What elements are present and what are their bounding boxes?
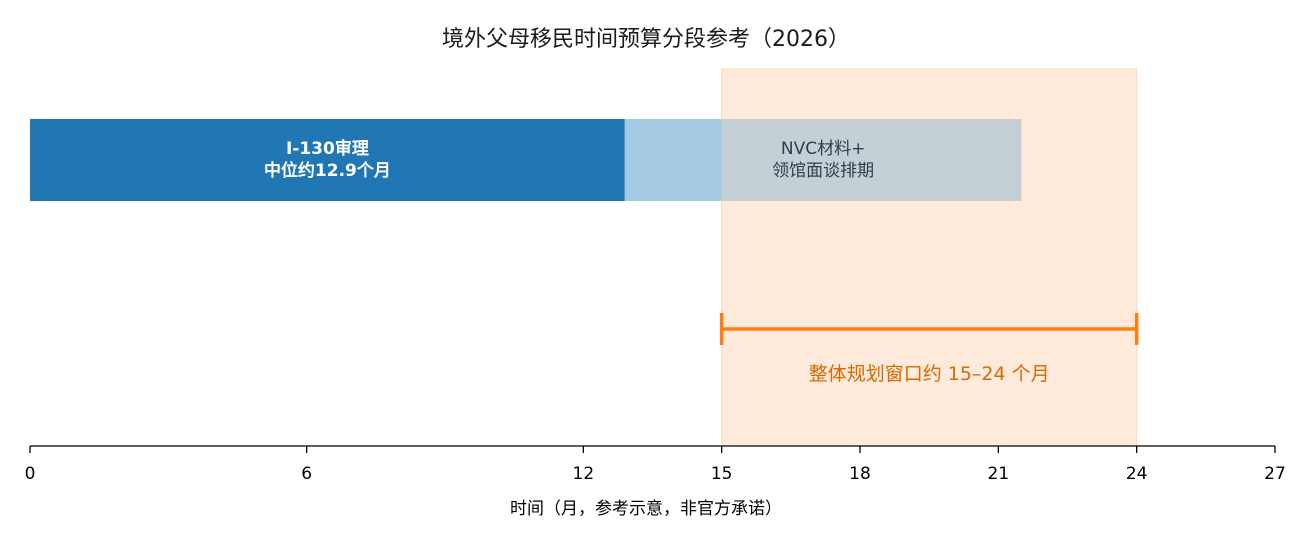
x-tick-label: 6 bbox=[301, 464, 312, 484]
x-tick-label: 21 bbox=[988, 464, 1010, 484]
x-tick-label: 18 bbox=[849, 464, 871, 484]
bar-segment-2 bbox=[624, 119, 1022, 201]
x-tick-label: 24 bbox=[1126, 464, 1148, 484]
bar-label-line: NVC材料+ bbox=[781, 139, 865, 159]
bar-label-line: I-130审理 bbox=[286, 138, 369, 159]
x-tick-label: 12 bbox=[573, 464, 595, 484]
x-axis-label: 时间（月，参考示意，非官方承诺） bbox=[510, 499, 782, 519]
bar-segment-1 bbox=[30, 119, 625, 201]
chart-title: 境外父母移民时间预算分段参考（2026） bbox=[442, 27, 850, 52]
x-tick-label: 27 bbox=[1264, 464, 1286, 484]
bar-label-line: 中位约12.9个月 bbox=[264, 160, 391, 181]
bar-layer: I-130审理中位约12.9个月 NVC材料+领馆面谈排期 bbox=[30, 119, 1022, 201]
planning-window-range-layer: 整体规划窗口约 15–24 个月 bbox=[719, 313, 1139, 385]
bar-label-line: 领馆面谈排期 bbox=[772, 161, 874, 181]
x-axis: 0 6 12 15 18 21 24 27 bbox=[25, 445, 1286, 484]
bar-label-1: I-130审理中位约12.9个月 bbox=[264, 138, 391, 181]
planning-window-label: 整体规划窗口约 15–24 个月 bbox=[809, 363, 1050, 385]
x-tick-label: 0 bbox=[25, 464, 36, 484]
x-tick-label: 15 bbox=[711, 464, 733, 484]
bar-label-2: NVC材料+领馆面谈排期 bbox=[772, 139, 874, 181]
bar-overlap-tint bbox=[721, 119, 1022, 201]
